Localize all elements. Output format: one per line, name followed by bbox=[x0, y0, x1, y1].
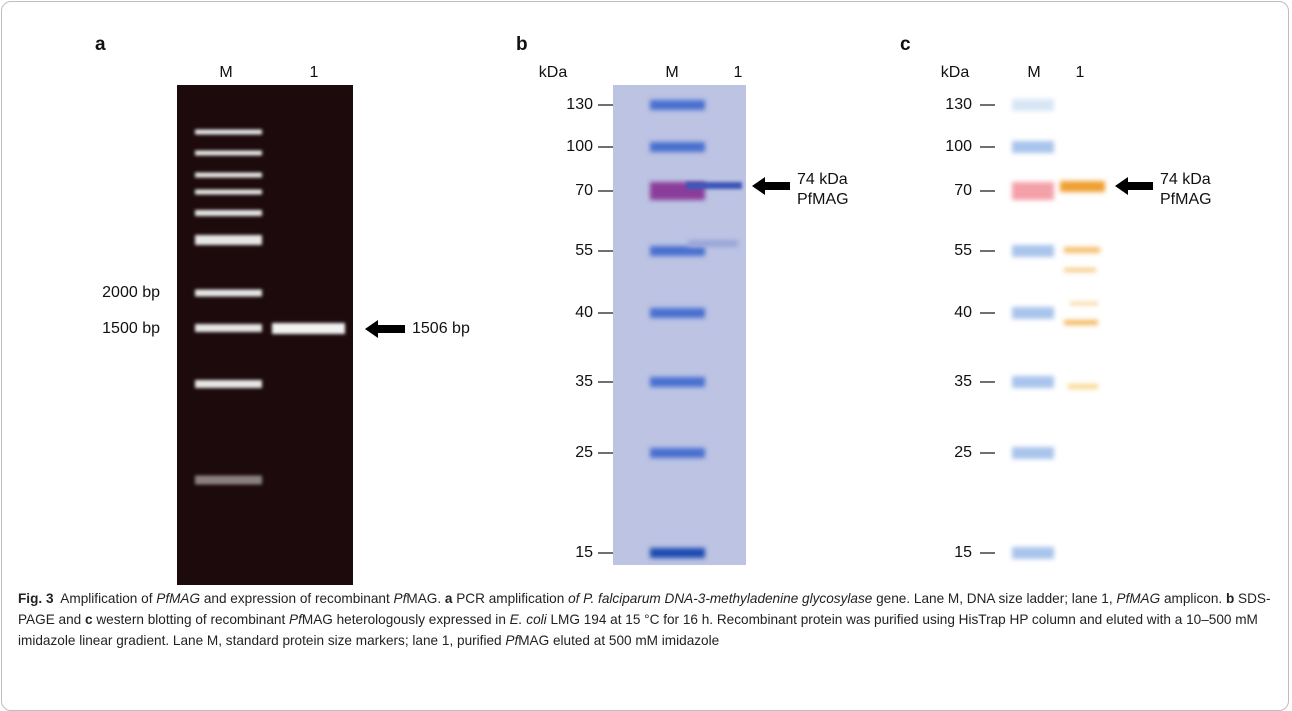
band bbox=[650, 377, 705, 387]
caption-text: SDS-PAGE and bbox=[18, 591, 1271, 627]
band bbox=[1012, 245, 1054, 257]
marker-label: 15 bbox=[954, 544, 972, 561]
annotation: 1506 bp bbox=[412, 320, 470, 337]
caption-text: b bbox=[1225, 591, 1235, 606]
arrow bbox=[365, 320, 405, 338]
lane-label: 1 bbox=[734, 64, 743, 81]
marker-label: 25 bbox=[954, 444, 972, 461]
band bbox=[650, 142, 705, 152]
caption-text: western blotting of recombinant bbox=[92, 612, 290, 627]
lane-label: M bbox=[219, 64, 232, 81]
figure-caption: Fig. 3 Amplification of PfMAG and expres… bbox=[18, 588, 1280, 651]
band bbox=[195, 475, 262, 485]
annotation: PfMAG bbox=[797, 191, 849, 208]
caption-text: MAG heterologously expressed in bbox=[301, 612, 510, 627]
marker-label: 2000 bp bbox=[102, 284, 160, 301]
marker-label: 25 bbox=[575, 444, 593, 461]
unit-label: kDa bbox=[941, 64, 970, 81]
band bbox=[650, 100, 705, 110]
band bbox=[1012, 307, 1054, 319]
band bbox=[1012, 447, 1054, 459]
caption-text: and expression of recombinant bbox=[200, 591, 394, 606]
marker-label: 130 bbox=[566, 96, 593, 113]
caption-text: gene. Lane M, DNA size ladder; lane 1, bbox=[872, 591, 1117, 606]
band bbox=[195, 235, 262, 245]
band bbox=[195, 380, 262, 388]
band bbox=[650, 448, 705, 458]
unit-label: kDa bbox=[539, 64, 568, 81]
lane-label: M bbox=[665, 64, 678, 81]
gel-image bbox=[177, 85, 353, 585]
marker-label: 40 bbox=[575, 304, 593, 321]
marker-label: 100 bbox=[566, 138, 593, 155]
band bbox=[650, 308, 705, 318]
marker-label: 55 bbox=[954, 242, 972, 259]
arrow bbox=[752, 177, 790, 195]
marker-label: 70 bbox=[954, 182, 972, 199]
band bbox=[195, 172, 262, 178]
caption-text: MAG eluted at 500 mM imidazole bbox=[518, 633, 720, 648]
lane-label: M bbox=[1027, 64, 1040, 81]
caption-text: PCR amplification bbox=[452, 591, 569, 606]
marker-label: 35 bbox=[954, 373, 972, 390]
annotation: 74 kDa bbox=[1160, 171, 1211, 188]
band bbox=[1012, 99, 1054, 111]
sample-band bbox=[272, 323, 345, 334]
panel-label: b bbox=[516, 34, 528, 55]
caption-text: E. coli bbox=[509, 612, 547, 627]
ladder-bands bbox=[1012, 99, 1054, 559]
marker-label: 35 bbox=[575, 373, 593, 390]
panel-label: a bbox=[95, 34, 106, 55]
caption-text: PfMAG bbox=[156, 591, 201, 606]
caption-text: Pf bbox=[505, 633, 519, 648]
caption-text: c bbox=[85, 612, 93, 627]
marker-label: 70 bbox=[575, 182, 593, 199]
gel-image bbox=[613, 85, 746, 565]
band bbox=[195, 189, 262, 195]
caption-text: a bbox=[444, 591, 453, 606]
band bbox=[195, 324, 262, 332]
band bbox=[650, 548, 705, 558]
panel-label: c bbox=[900, 34, 911, 55]
band bbox=[1012, 547, 1054, 559]
marker-label: 40 bbox=[954, 304, 972, 321]
caption-text: Amplification of bbox=[53, 591, 157, 606]
band bbox=[195, 129, 262, 135]
sample-band bbox=[686, 182, 742, 189]
figure: a M 1 2000 bp 1500 bp 1506 bp b kDa M 1 … bbox=[95, 34, 1212, 585]
annotation: 74 kDa bbox=[797, 171, 848, 188]
band bbox=[195, 210, 262, 216]
marker-label: 100 bbox=[945, 138, 972, 155]
caption-text: MAG. bbox=[406, 591, 445, 606]
caption-text: Fig. 3 bbox=[18, 591, 54, 606]
caption-text: Pf bbox=[289, 612, 302, 627]
ladder-bands bbox=[195, 129, 262, 485]
marker-label: 15 bbox=[575, 544, 593, 561]
sample-band bbox=[688, 240, 738, 247]
lane-label: 1 bbox=[310, 64, 319, 81]
caption-text: PfMAG bbox=[1116, 591, 1161, 606]
band bbox=[195, 150, 262, 156]
caption-text: Pf bbox=[393, 591, 407, 606]
lane-label: 1 bbox=[1076, 64, 1085, 81]
band bbox=[1012, 182, 1054, 200]
band bbox=[1012, 376, 1054, 388]
caption-text: LMG 194 at 15 °C for 16 h. Recombinant p… bbox=[18, 612, 1258, 648]
marker-label: 55 bbox=[575, 242, 593, 259]
annotation: PfMAG bbox=[1160, 191, 1212, 208]
caption-text: of P. falciparum DNA-3-methyladenine gly… bbox=[568, 591, 873, 606]
arrow bbox=[1115, 177, 1153, 195]
marker-label: 1500 bp bbox=[102, 320, 160, 337]
band bbox=[195, 289, 262, 297]
band bbox=[1012, 141, 1054, 153]
marker-label: 130 bbox=[945, 96, 972, 113]
caption-text: amplicon. bbox=[1160, 591, 1226, 606]
band bbox=[650, 246, 705, 256]
sample-bands bbox=[1060, 181, 1105, 389]
